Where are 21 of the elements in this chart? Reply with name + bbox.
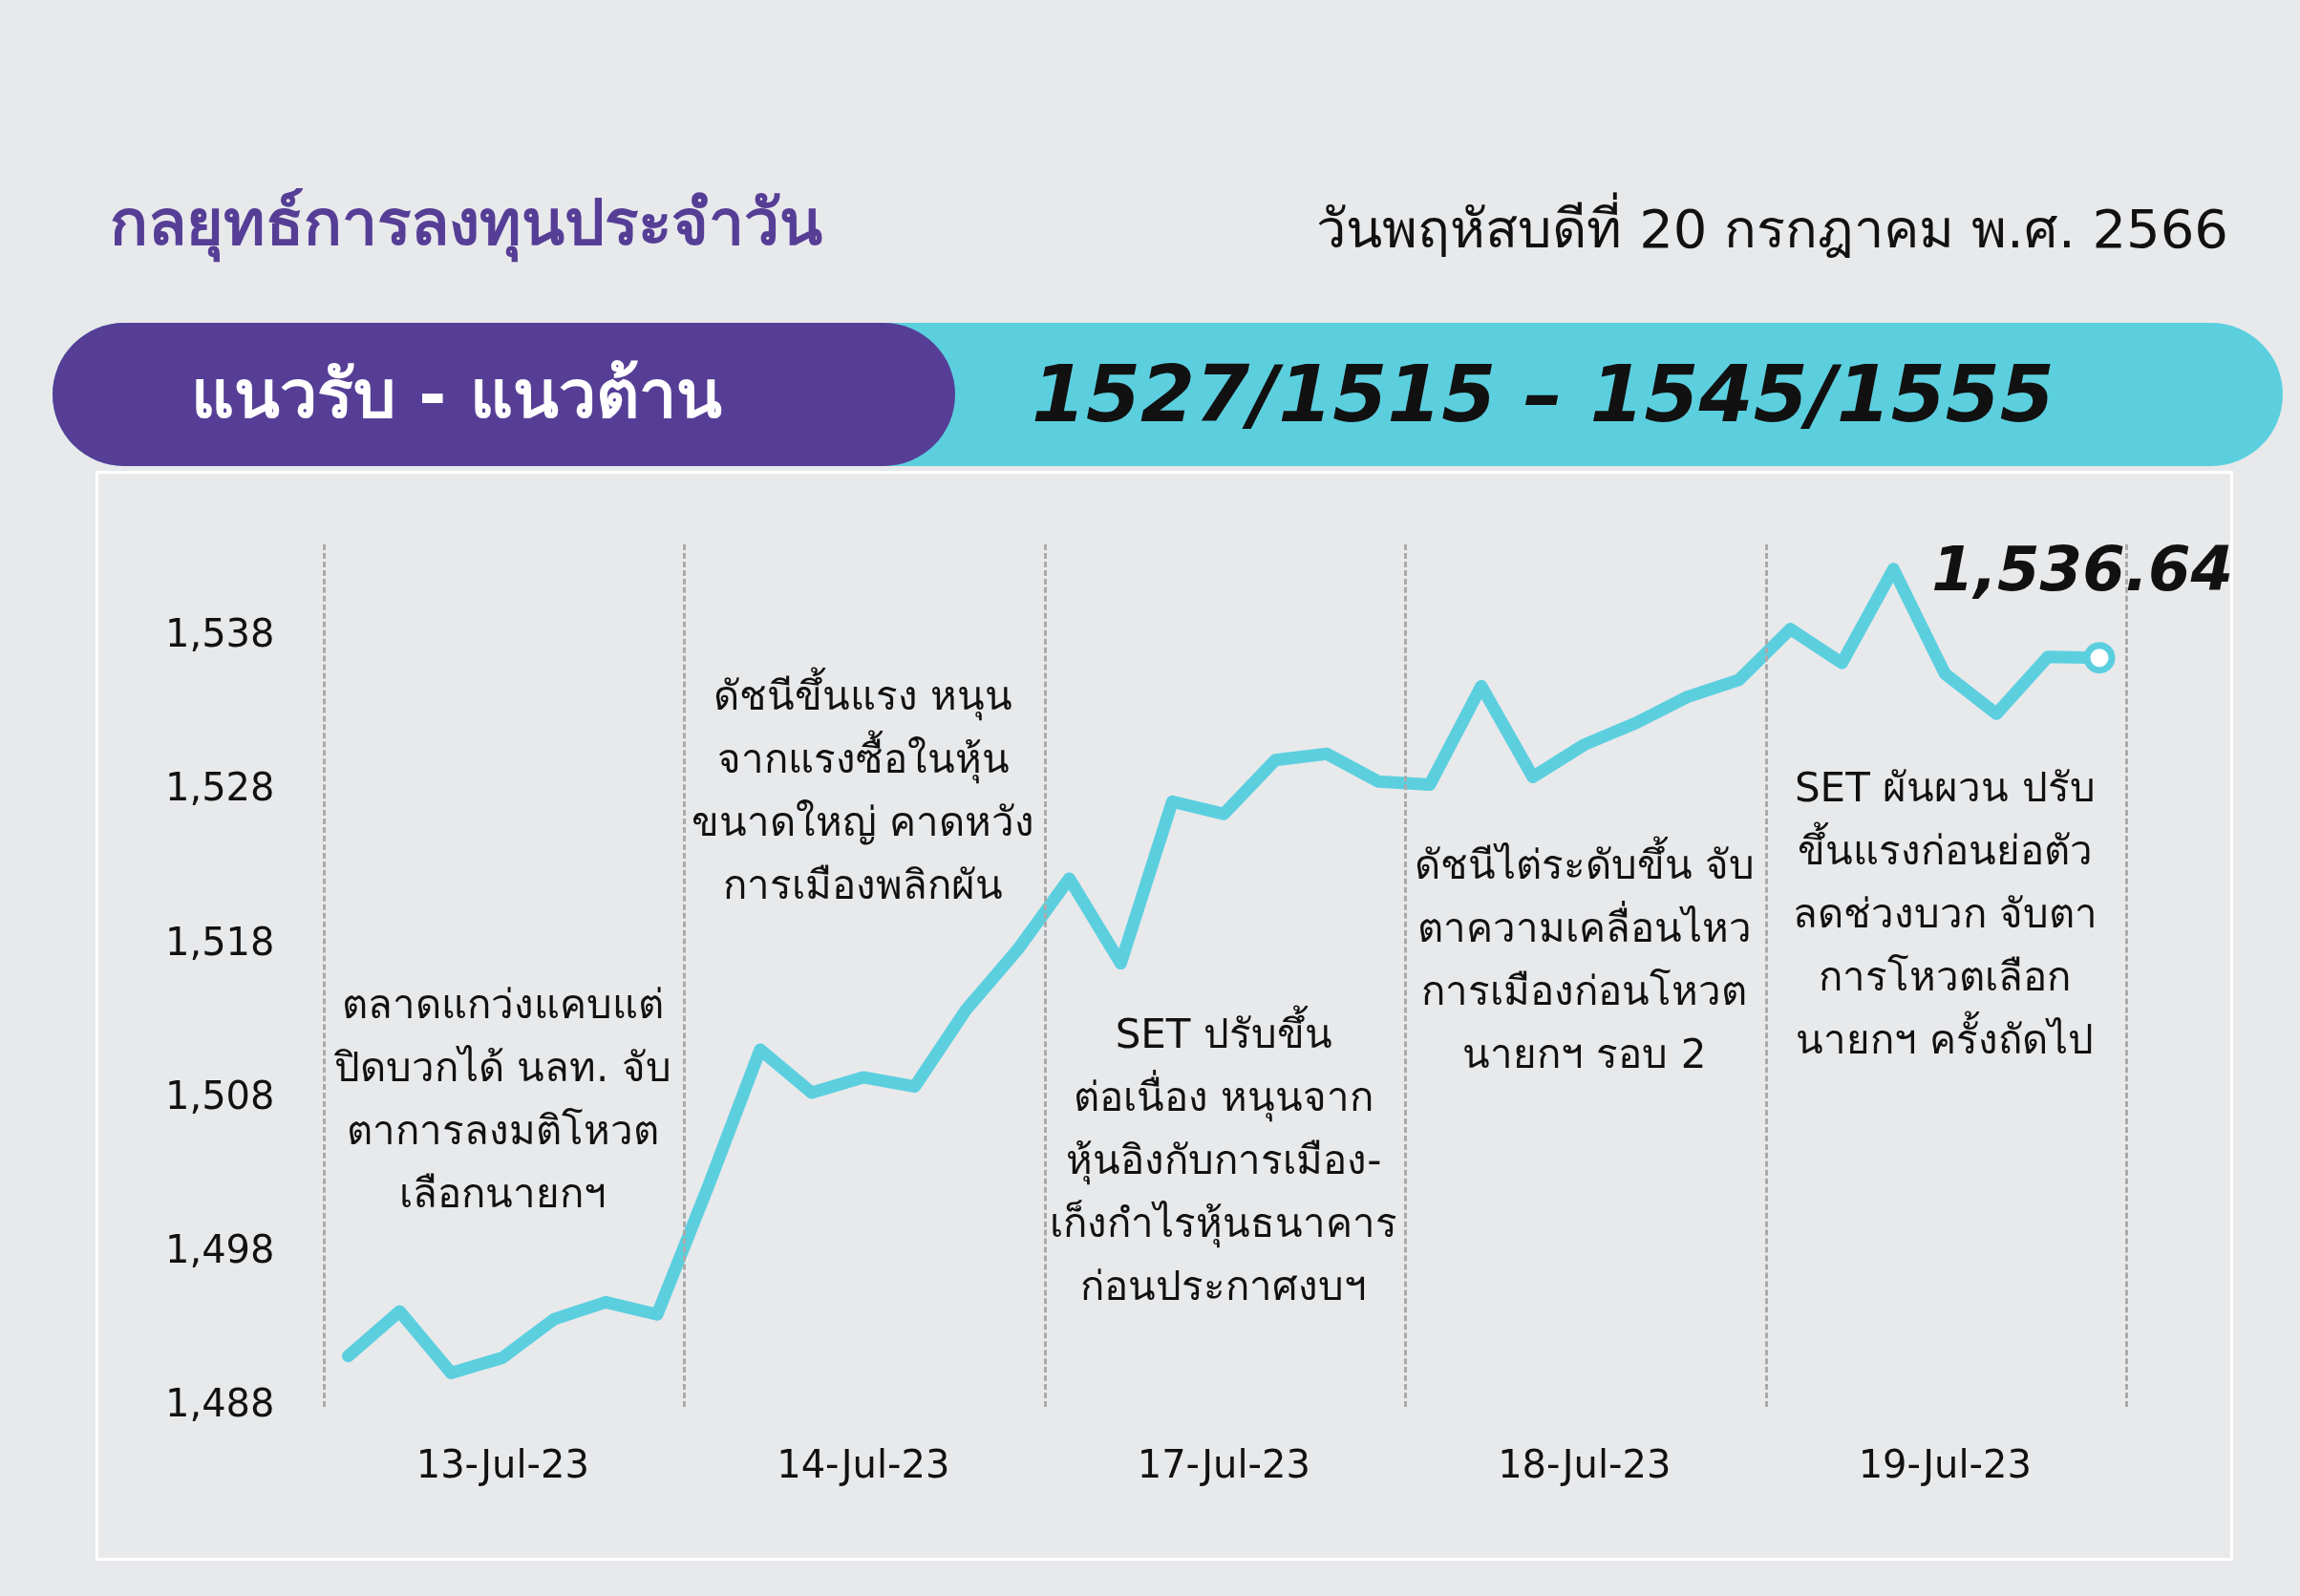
annotation: SET ปรับขึ้น ต่อเนื่อง หนุนจาก หุ้นอิงกับการเมือง- เก็งกำไรหุ้นธนาคาร ก่อนประกาศงบฯ [1050, 1004, 1398, 1311]
y-tick-label: 1,528 [165, 765, 275, 810]
x-tick-label: 13-Jul-23 [415, 1442, 589, 1487]
x-tick-label: 18-Jul-23 [1498, 1442, 1672, 1487]
annotation: ดัชนีไต่ระดับขึ้น จับ ตาความเคลื่อนไหว การเมืองก่อนโหวต นายกฯ รอบ 2 [1414, 835, 1755, 1080]
annotation: ดัชนีขึ้นแรง หนุน จากแรงซื้อในหุ้น ขนาดใหญ่ คาดหวัง การเมืองพลิกผัน [692, 666, 1035, 910]
y-tick-label: 1,488 [165, 1381, 275, 1426]
y-tick-label: 1,518 [165, 919, 275, 964]
x-tick-label: 14-Jul-23 [777, 1442, 950, 1487]
chart-title: กลยุทธ์การลงทุนประจำวัน [110, 185, 822, 265]
chart-subtitle: วันพฤหัสบดีที่ 20 กรกฎาคม พ.ศ. 2566 [1316, 191, 2228, 262]
x-tick-label: 19-Jul-23 [1858, 1442, 2032, 1487]
x-tick-label: 17-Jul-23 [1137, 1442, 1310, 1487]
y-tick-label: 1,498 [165, 1227, 275, 1272]
text: แนวรับ - แนวต้าน [53, 323, 955, 466]
data-label: 1,536.64 [1931, 534, 2234, 606]
annotation: ตลาดแกว่งแคบแต่ ปิดบวกได้ นลท. จับ ตาการลงมติโหวต เลือกนายกฯ [333, 979, 671, 1219]
y-tick-label: 1,538 [165, 611, 275, 656]
text: 1527/1515 – 1545/1555 [1032, 348, 2055, 441]
y-tick-label: 1,508 [165, 1073, 275, 1117]
annotation: SET ผันผวน ปรับ ขึ้นแรงก่อนย่อตัว ลดช่วงบวก จับตา การโหวตเลือก นายกฯ ครั้งถัดไป [1792, 763, 2098, 1065]
